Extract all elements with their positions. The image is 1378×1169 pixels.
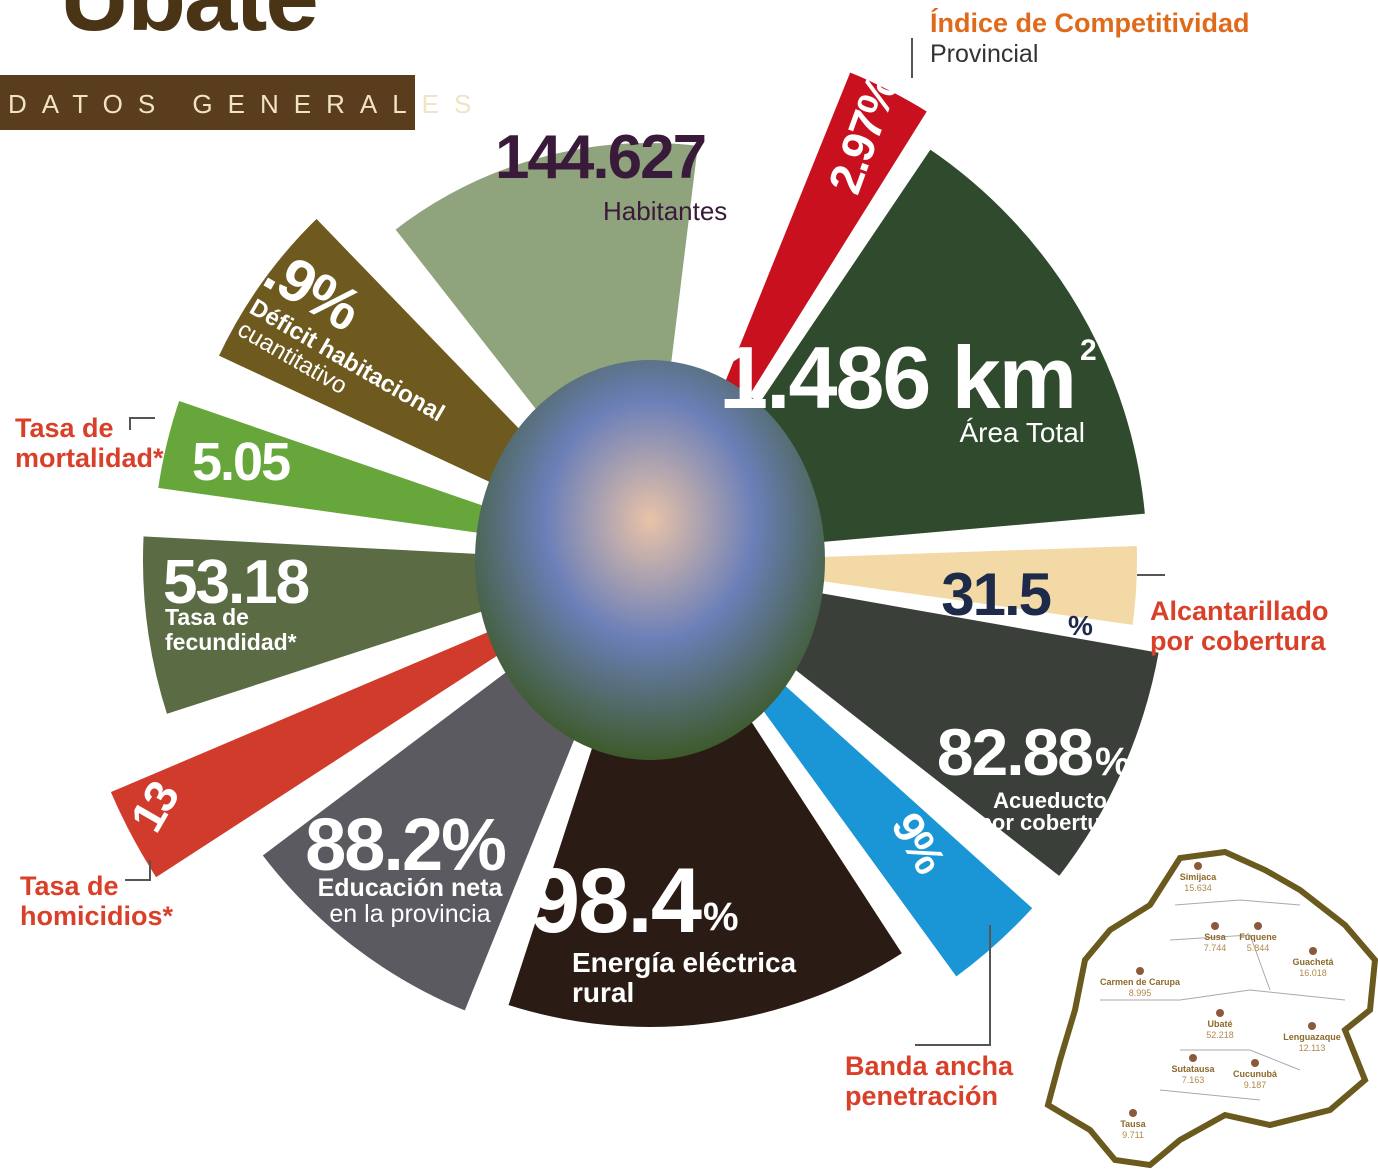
segment-value: 144.627 (495, 123, 705, 192)
town-dot (1194, 862, 1202, 870)
town-dot (1129, 1109, 1137, 1117)
segment-label: Banda ancha (845, 1051, 1014, 1081)
town-population: 7.163 (1182, 1075, 1205, 1085)
town-population: 8.995 (1129, 988, 1152, 998)
town-population: 16.018 (1299, 968, 1327, 978)
title: Ubaté (60, 0, 317, 51)
segment-label: rural (572, 977, 634, 1008)
town-population: 5.844 (1247, 943, 1270, 953)
connector (130, 418, 155, 430)
segment-value: 5.05 (192, 432, 290, 492)
town-dot (1251, 1059, 1259, 1067)
segment-value: 31.5 (941, 561, 1050, 628)
town-dot (1211, 922, 1219, 930)
town-name: Sutatausa (1171, 1064, 1215, 1074)
segment-label: Tasa de (165, 604, 249, 630)
town-name: Susa (1204, 932, 1227, 942)
segment-value: 1.486 km (719, 328, 1075, 427)
segment-sup: 2 (1080, 334, 1097, 367)
segment-label: mortalidad* (15, 443, 164, 473)
segment-value: 98.4 (529, 850, 702, 952)
town-name: Cucunubá (1233, 1069, 1278, 1079)
segment-label: Área Total (959, 417, 1085, 448)
segment-label: por cobertura (978, 810, 1122, 835)
town-dot (1216, 1009, 1224, 1017)
segment-label: Índice de Competitividad (930, 7, 1250, 38)
segment-label: Alcantarillado (1150, 596, 1329, 626)
segment-label: Tasa de (15, 413, 114, 443)
subtitle: DATOS GENERALES (8, 89, 486, 119)
segment-label: penetración (845, 1081, 998, 1111)
town-population: 7.744 (1204, 943, 1227, 953)
segment-unit: % (1068, 610, 1093, 641)
town-dot (1189, 1054, 1197, 1062)
town-dot (1308, 1022, 1316, 1030)
town-population: 9.187 (1244, 1080, 1267, 1090)
town-dot (1136, 967, 1144, 975)
segment-label: fecundidad* (165, 629, 297, 655)
town-population: 15.634 (1184, 883, 1212, 893)
town-name: Tausa (1120, 1119, 1146, 1129)
town-name: Lenguazaque (1283, 1032, 1341, 1042)
segment-unit: % (703, 895, 739, 939)
town-name: Simijaca (1180, 872, 1218, 882)
segment-label: en la provincia (329, 900, 490, 928)
segment-label: Educación neta (318, 874, 504, 902)
segment-label: por cobertura (1150, 626, 1327, 656)
segment-unit: % (1095, 740, 1131, 784)
town-name: Carmen de Carupa (1100, 977, 1181, 987)
town-population: 12.113 (1299, 1043, 1326, 1053)
segment-label: Energía eléctrica (572, 947, 797, 978)
segment-value: 82.88 (937, 715, 1092, 789)
segment-label: Habitantes (603, 196, 727, 226)
town-name: Fúquene (1239, 932, 1277, 942)
segment-label: Tasa de (20, 871, 119, 901)
town-name: Ubaté (1207, 1019, 1232, 1029)
segment-label: Provincial (930, 40, 1038, 68)
infographic: Ubaté DATOS GENERALES 144.627 Habitantes 2… (0, 0, 1378, 1169)
town-dot (1309, 947, 1317, 955)
town-population: 52.218 (1206, 1030, 1234, 1040)
segment-label: homicidios* (20, 901, 174, 931)
map-outline (1048, 852, 1375, 1165)
town-dot (1254, 922, 1262, 930)
town-population: 9.711 (1122, 1130, 1144, 1140)
town-name: Guachetá (1292, 957, 1334, 967)
